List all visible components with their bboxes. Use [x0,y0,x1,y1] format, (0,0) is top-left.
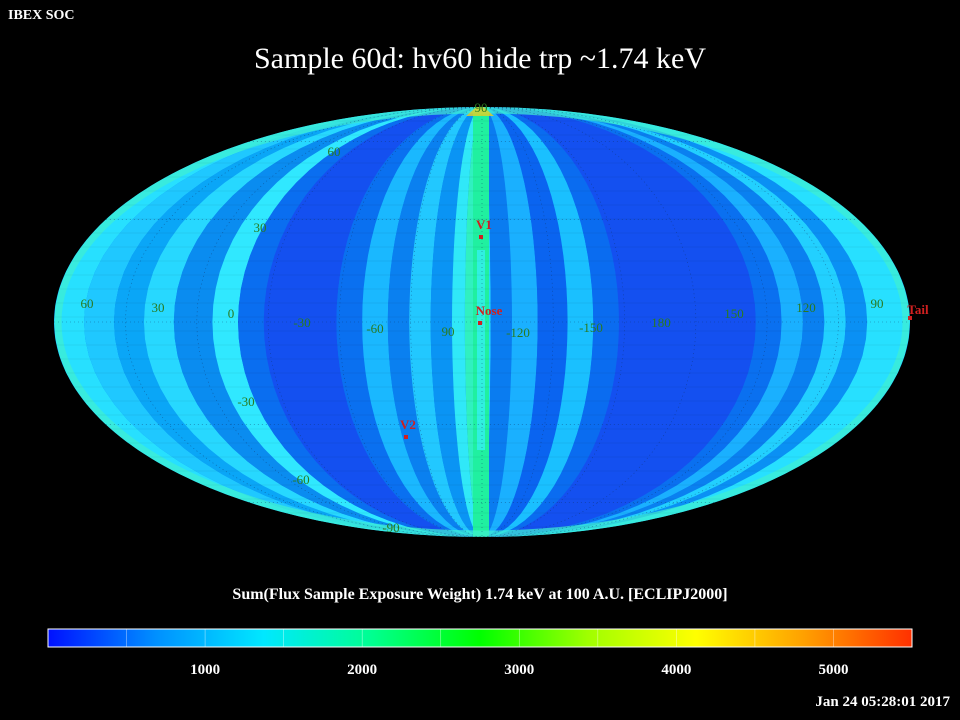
marker-tail-label: Tail [907,302,929,317]
marker-v1-label: V1 [476,217,492,232]
colorbar-tick-label: 3000 [504,662,534,678]
marker-nose-label: Nose [476,303,503,318]
latitude-label: -60 [292,472,309,487]
longitude-label: 60 [81,296,94,311]
longitude-label: 150 [724,306,744,321]
longitude-label: 120 [796,300,816,315]
longitude-label: 30 [152,300,165,315]
colorbar-gradient [47,628,913,648]
marker-tail-dot [908,316,912,320]
longitude-label: 90 [871,296,884,311]
latitude-label: 30 [254,220,267,235]
marker-v2-label: V2 [400,417,416,432]
latitude-label: 60 [328,144,341,159]
colorbar-tick-label: 4000 [661,662,691,678]
marker-v2-dot [404,435,408,439]
longitude-label: -150 [579,320,603,335]
org-label: IBEX SOC [8,8,75,23]
colorbar-title: Sum(Flux Sample Exposure Weight) 1.74 ke… [232,586,728,603]
longitude-label: -30 [293,315,310,330]
longitude-label: 180 [651,315,671,330]
latitude-label: -30 [237,394,254,409]
marker-nose-dot [478,321,482,325]
colorbar-tick-label: 2000 [347,662,377,678]
timestamp: Jan 24 05:28:01 2017 [815,694,950,710]
longitude-label: 90 [442,324,455,339]
longitude-label: -120 [506,325,530,340]
colorbar-tick-label: 1000 [190,662,220,678]
longitude-label: -60 [366,321,383,336]
longitude-label: 0 [228,306,235,321]
latitude-label: -90 [382,520,399,535]
marker-v1-dot [479,235,483,239]
sky-map[interactable]: 90 60 30 -30 -60 -90 60 30 0 -30 -60 90 -120 -150 180 1… [0,0,960,560]
latitude-label: 90 [475,100,488,115]
colorbar-tick-label: 5000 [818,662,848,678]
page-title: Sample 60d: hv60 hide trp ~1.74 keV [253,42,706,75]
